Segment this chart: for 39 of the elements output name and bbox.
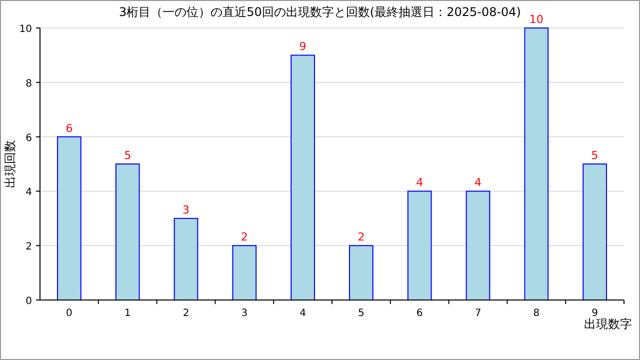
x-tick-label: 6 xyxy=(416,308,423,319)
y-tick-label: 6 xyxy=(26,132,32,144)
bar xyxy=(349,245,374,300)
y-tick-label: 8 xyxy=(26,78,32,90)
data-label: 10 xyxy=(529,13,544,26)
x-tick-label: 5 xyxy=(358,308,364,319)
x-tick-label: 2 xyxy=(182,308,190,319)
bar xyxy=(290,54,315,300)
data-label: 2 xyxy=(240,230,248,244)
x-tick-label: 7 xyxy=(474,308,482,319)
data-label: 5 xyxy=(591,149,598,162)
chart-title: 3桁目（一の位）の直近50回の出現数字と回数(最終抽選日：2025-08-04) xyxy=(118,5,522,19)
bar xyxy=(232,245,257,300)
data-label: 2 xyxy=(358,230,365,244)
bar xyxy=(174,218,198,300)
data-label: 4 xyxy=(474,176,482,190)
y-axis-title: 出現回数 xyxy=(3,140,17,188)
bar xyxy=(582,164,607,300)
x-tick-label: 3 xyxy=(241,308,248,319)
x-tick-label: 0 xyxy=(66,308,72,319)
y-tick-label: 2 xyxy=(26,242,32,253)
y-tick-label: 0 xyxy=(26,296,32,307)
bar xyxy=(524,28,549,300)
bar xyxy=(57,136,82,300)
bar xyxy=(466,190,490,300)
data-label: 3 xyxy=(182,203,190,216)
bar xyxy=(115,164,140,300)
x-tick-label: 9 xyxy=(592,308,598,319)
x-tick-label: 4 xyxy=(300,308,306,319)
data-label: 5 xyxy=(124,149,132,162)
data-label: 9 xyxy=(299,40,306,54)
data-label: 6 xyxy=(66,122,73,135)
y-tick-label: 10 xyxy=(19,24,32,35)
data-label: 4 xyxy=(416,176,424,190)
bar xyxy=(407,190,432,300)
x-tick-label: 8 xyxy=(533,308,540,319)
x-tick-label: 1 xyxy=(124,308,131,319)
x-axis-title: 出現数字 xyxy=(584,317,632,331)
y-tick-label: 4 xyxy=(26,187,32,198)
